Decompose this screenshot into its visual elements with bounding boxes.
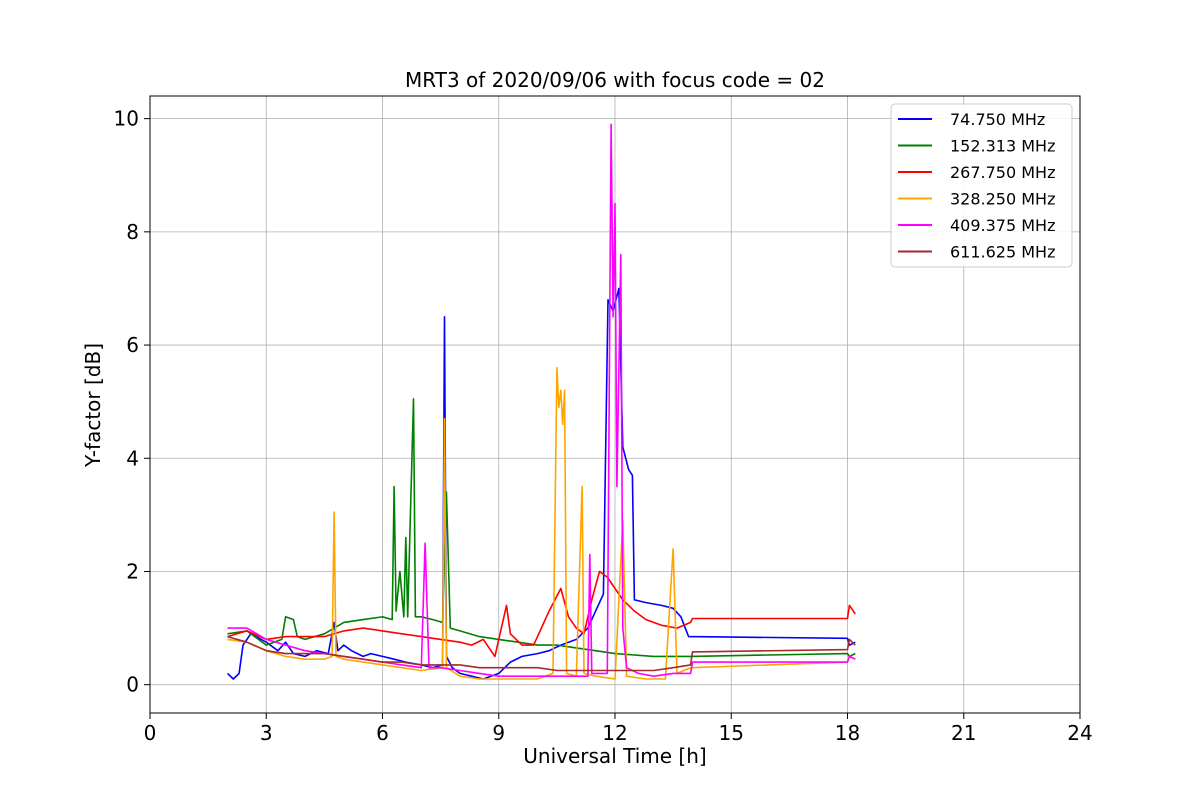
y-axis-label: Y-factor [dB] (81, 343, 105, 468)
x-tick-label: 18 (835, 721, 860, 745)
x-tick-label: 21 (951, 721, 976, 745)
y-tick-label: 8 (126, 220, 139, 244)
series-line (227, 635, 856, 672)
y-tick-label: 4 (126, 446, 139, 470)
series-layer (226, 123, 856, 680)
legend-label: 611.625 MHz (950, 243, 1055, 262)
legend-label: 328.250 MHz (950, 190, 1055, 209)
legend-label: 409.375 MHz (950, 216, 1055, 235)
x-tick-label: 6 (376, 721, 389, 745)
x-tick-label: 9 (492, 721, 505, 745)
y-tick-label: 10 (114, 107, 139, 131)
legend: 74.750 MHz 152.313 MHz 267.750 MHz 328.250 … (890, 103, 1073, 268)
series-line (226, 287, 856, 680)
x-axis-label: Universal Time [h] (523, 744, 706, 768)
x-tick-label: 3 (260, 721, 273, 745)
series-line (227, 570, 856, 658)
x-tick-label: 0 (144, 721, 157, 745)
legend-label: 152.313 MHz (950, 137, 1055, 156)
series-line (227, 397, 856, 658)
x-tick-label: 12 (602, 721, 627, 745)
legend-label: 74.750 MHz (950, 110, 1045, 129)
y-tick-label: 6 (126, 333, 139, 357)
x-tick-label: 15 (719, 721, 744, 745)
x-tick-label: 24 (1067, 721, 1092, 745)
y-tick-label: 2 (126, 559, 139, 583)
y-tick-label: 0 (126, 673, 139, 697)
legend-items: 74.750 MHz 152.313 MHz 267.750 MHz 328.250 … (898, 110, 1055, 262)
chart-title: MRT3 of 2020/09/06 with focus code = 02 (405, 68, 825, 92)
legend-label: 267.750 MHz (950, 163, 1055, 182)
legend-box (890, 103, 1073, 268)
